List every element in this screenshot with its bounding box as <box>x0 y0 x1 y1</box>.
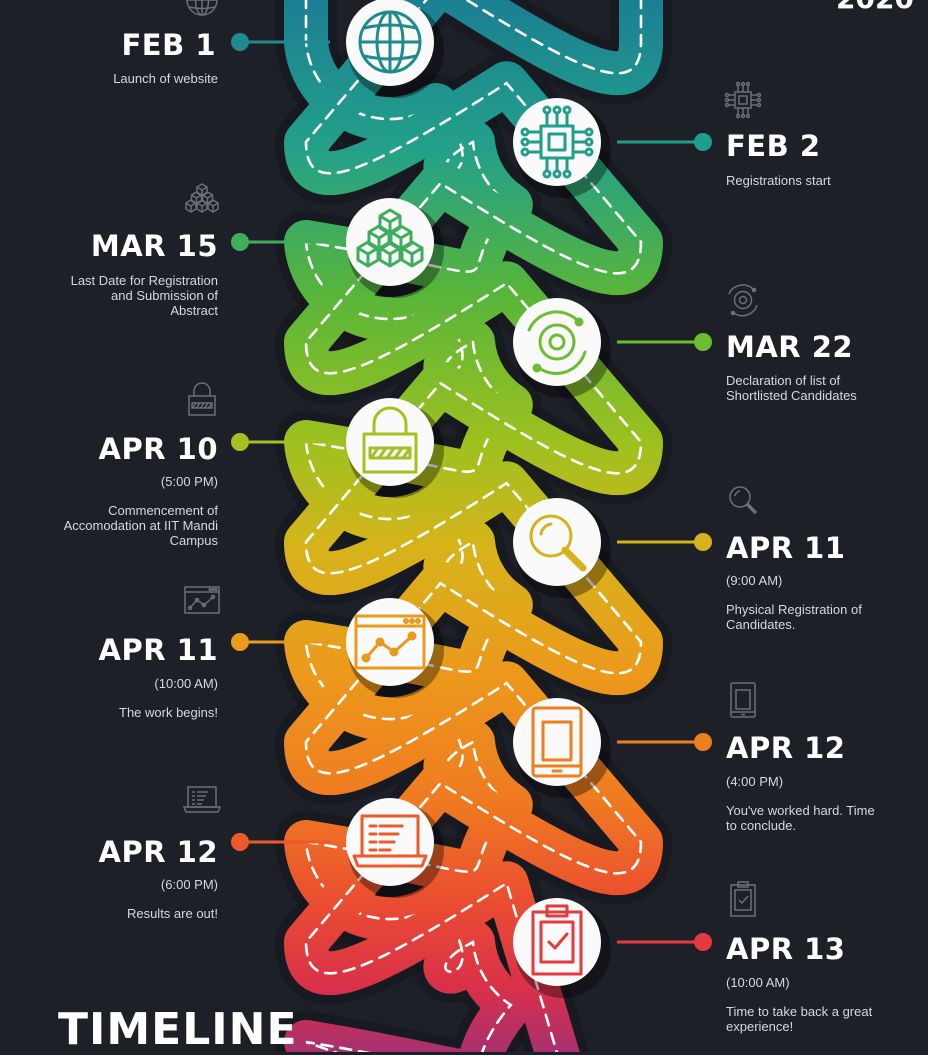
connector-dot <box>694 133 712 151</box>
event-description: The work begins! <box>119 705 218 720</box>
globe-icon <box>358 10 422 74</box>
magnifier-small-icon <box>729 486 758 515</box>
event-date: FEB 1 <box>121 28 216 62</box>
cubes-icon <box>356 208 424 268</box>
connector-dot <box>231 433 249 451</box>
chip-small-icon <box>724 81 762 119</box>
event-time: (9:00 AM) <box>726 573 783 588</box>
icon-disc <box>513 698 601 786</box>
connector-dot <box>231 633 249 651</box>
magnifier-icon <box>529 514 587 572</box>
event-description: Registrations start <box>726 173 831 188</box>
connector-dot <box>231 33 249 51</box>
tablet-small-icon <box>730 682 756 718</box>
event-date: APR 12 <box>726 731 846 765</box>
icon-disc <box>346 598 434 686</box>
connector-dot <box>694 933 712 951</box>
connector-dot <box>694 533 712 551</box>
browser-chart-icon <box>354 614 426 670</box>
lock-icon <box>362 406 418 474</box>
event-description: Launch of website <box>113 71 218 86</box>
event-description: Physical Registration of Candidates. <box>726 602 862 632</box>
laptop-small-icon <box>182 786 222 813</box>
event-time: (4:00 PM) <box>726 774 784 789</box>
event-description: You've worked hard. Time to conclude. <box>726 803 875 833</box>
event-date: APR 11 <box>98 633 218 667</box>
event-time: (10:00 AM) <box>154 676 218 691</box>
icon-disc <box>513 498 601 586</box>
event-time: (10:00 AM) <box>726 975 790 990</box>
tablet-icon <box>531 706 583 778</box>
icon-disc <box>513 98 601 186</box>
connector-dot <box>231 833 249 851</box>
event-date: MAR 15 <box>90 229 218 263</box>
globe-small-icon <box>186 0 218 16</box>
event-description: Results are out! <box>126 906 218 921</box>
year-fragment: 2020 <box>836 0 914 15</box>
orbit-icon <box>527 310 587 375</box>
event-date: APR 12 <box>98 835 218 869</box>
icon-disc <box>346 398 434 486</box>
event-date: APR 11 <box>726 531 846 565</box>
connector-dot <box>231 233 249 251</box>
event-description: Declaration of list of Shortlisted Candi… <box>726 373 857 403</box>
event-description: Commencement of Accomodation at IIT Mand… <box>63 503 218 548</box>
timeline-title: TIMELINE <box>58 1004 298 1055</box>
event-description: Time to take back a great experience! <box>726 1004 873 1034</box>
lock-small-icon <box>188 382 216 416</box>
laptop-icon <box>352 814 428 868</box>
orbit-small-icon <box>728 284 758 317</box>
event-date: FEB 2 <box>726 129 821 163</box>
connector-dot <box>694 333 712 351</box>
event-time: (5:00 PM) <box>160 474 218 489</box>
browser-chart-small-icon <box>184 586 220 614</box>
cubes-small-icon <box>185 183 219 213</box>
event-date: MAR 22 <box>726 330 854 364</box>
chip-icon <box>520 105 594 179</box>
clipboard-check-icon <box>531 904 583 976</box>
road-dashes <box>304 0 513 1052</box>
icon-disc <box>513 898 601 986</box>
event-date: APR 10 <box>98 432 218 466</box>
event-date: APR 13 <box>726 932 846 966</box>
clipboard-check-small-icon <box>730 881 756 917</box>
event-time: (6:00 PM) <box>160 877 218 892</box>
event-description: Last Date for Registration and Submissio… <box>70 273 218 318</box>
connector-dot <box>694 733 712 751</box>
